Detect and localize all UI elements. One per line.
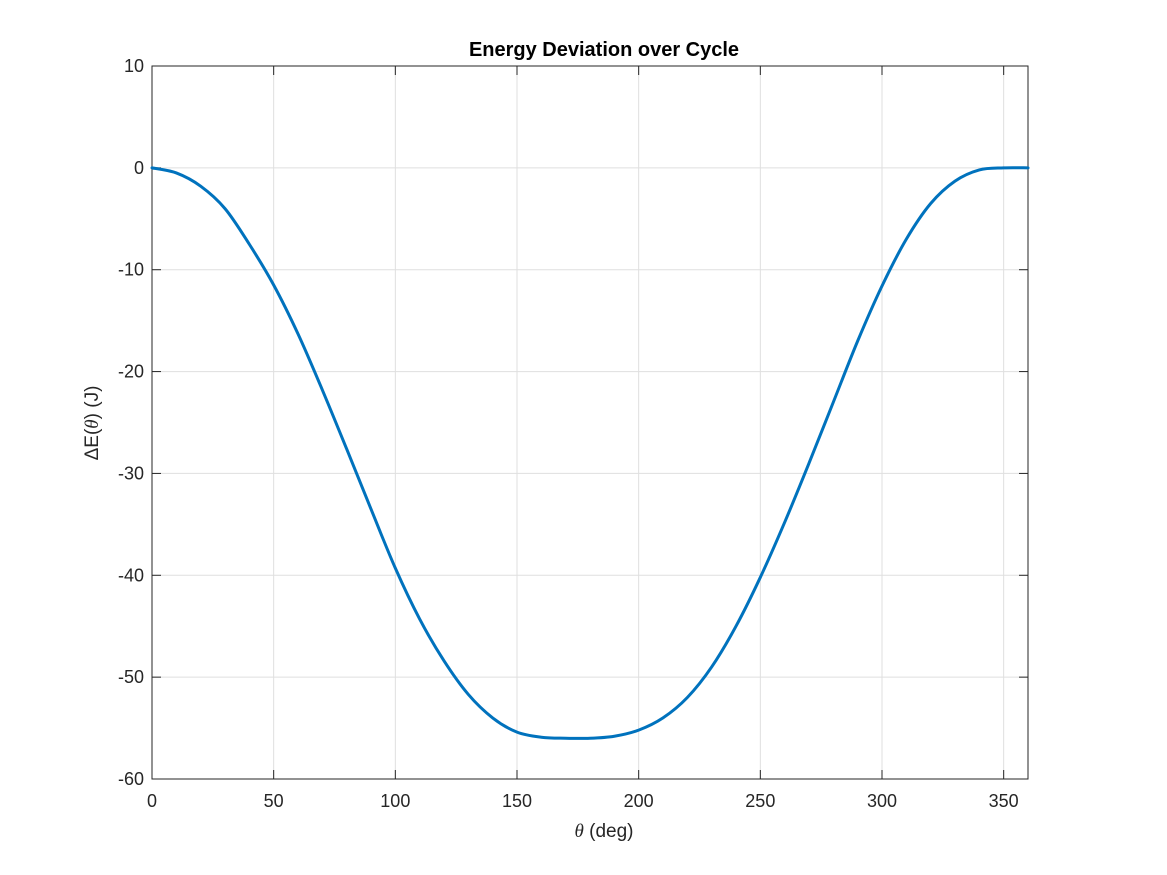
x-tick-label: 300: [867, 791, 897, 811]
y-tick-label: -50: [118, 667, 144, 687]
x-tick-label: 0: [147, 791, 157, 811]
y-axis-label-symbol: θ: [82, 419, 103, 428]
x-tick-label: 150: [502, 791, 532, 811]
x-axis-label-symbol: θ: [575, 821, 584, 842]
y-axis-label: ΔE(θ) (J): [82, 386, 103, 461]
y-tick-label: 10: [124, 56, 144, 76]
y-tick-label: 0: [134, 158, 144, 178]
y-tick-labels: 10 0 -10 -20 -30 -40 -50 -60: [118, 56, 144, 789]
x-tick-label: 250: [745, 791, 775, 811]
x-axis-label: θ (deg): [575, 821, 634, 842]
y-tick-label: -10: [118, 260, 144, 280]
x-tick-label: 200: [624, 791, 654, 811]
x-tick-label: 100: [380, 791, 410, 811]
y-tick-label: -30: [118, 463, 144, 483]
y-axis-label-suffix: ) (J): [82, 386, 103, 420]
axes-box: [151, 65, 1029, 780]
x-tick-label: 50: [264, 791, 284, 811]
y-tick-label: -40: [118, 565, 144, 585]
chart-title: Energy Deviation over Cycle: [469, 39, 739, 61]
y-tick-label: -20: [118, 362, 144, 382]
series-line: [150, 166, 1030, 740]
grid-lines: [152, 66, 1028, 779]
tick-marks: [151, 65, 1028, 780]
x-axis-label-unit: (deg): [584, 821, 634, 842]
x-tick-label: 350: [989, 791, 1019, 811]
y-tick-label: -60: [118, 769, 144, 789]
y-axis-label-prefix: ΔE(: [82, 428, 103, 460]
x-tick-labels: 0 50 100 150 200 250 300 350: [147, 791, 1019, 811]
